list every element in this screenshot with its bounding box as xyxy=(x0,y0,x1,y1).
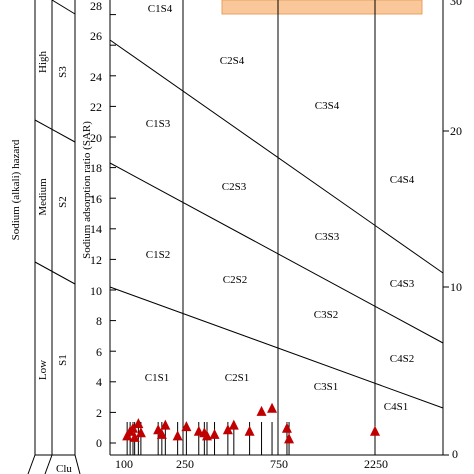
sample-point xyxy=(281,422,292,433)
y-tick-labels: 0 2 4 6 8 10 12 14 16 18 20 22 24 26 28 xyxy=(90,0,102,450)
sample-points xyxy=(122,402,380,444)
sample-point xyxy=(181,421,192,432)
y-axis-label: Sodium adsorption ratio (SAR) xyxy=(81,121,93,259)
sample-point xyxy=(370,425,380,436)
y-tick-label: 22 xyxy=(90,100,102,114)
sample-point xyxy=(172,430,183,441)
y-tick-label: 8 xyxy=(96,314,102,328)
zone-label-c1s4: C1S4 xyxy=(148,3,173,15)
zone-label-c3s2: C3S2 xyxy=(314,309,338,321)
hazard-level-medium: Medium xyxy=(37,178,49,216)
sample-point xyxy=(156,428,167,439)
sample-point xyxy=(160,419,171,430)
right-tick-label: 10 xyxy=(450,280,462,294)
zone-label-c3s1: C3S1 xyxy=(314,381,338,393)
y-tick-label: 4 xyxy=(96,375,102,389)
sar-line-s3-s4 xyxy=(109,39,444,274)
zone-label-c1s2: C1S2 xyxy=(146,249,170,261)
zone-label-c4s1: C4S1 xyxy=(384,401,408,413)
sample-point xyxy=(209,428,220,439)
x-tick-label: 250 xyxy=(176,457,194,471)
zone-label-c2s2: C2S2 xyxy=(223,274,247,286)
y-tick-label: 26 xyxy=(90,29,102,43)
zone-label-c1s3: C1S3 xyxy=(146,118,171,130)
y-tick-label: 0 xyxy=(96,436,102,450)
sample-point xyxy=(127,422,138,433)
zone-label-c1s1: C1S1 xyxy=(145,372,169,384)
hazard-class-s2: S2 xyxy=(57,196,69,208)
sample-point xyxy=(202,430,213,441)
zone-label-c2s3: C2S3 xyxy=(222,181,247,193)
sample-point xyxy=(284,433,295,444)
right-tick-labels: 0 10 20 30 xyxy=(450,0,462,461)
sample-point xyxy=(228,419,239,430)
y-tick-label: 28 xyxy=(90,0,102,13)
sample-point xyxy=(135,427,146,438)
sample-point xyxy=(129,431,140,442)
hazard-class-s1: S1 xyxy=(57,354,69,366)
zone-label-c2s1: C2S1 xyxy=(225,372,249,384)
sample-point xyxy=(193,425,204,436)
y-tick-label: 24 xyxy=(90,70,102,84)
sample-point xyxy=(267,402,278,413)
zone-label-c4s2: C4S2 xyxy=(390,353,414,365)
sample-point xyxy=(244,425,255,436)
hazard-boundary-top xyxy=(51,0,76,15)
zone-label-c4s4: C4S4 xyxy=(390,174,415,186)
sar-tick-marks xyxy=(110,14,116,444)
sample-point xyxy=(256,405,267,416)
x-tick-label: 750 xyxy=(270,457,288,471)
zone-label-c2s4: C2S4 xyxy=(220,55,245,67)
x-tick-labels: 100 250 750 2250 xyxy=(115,457,388,471)
sample-point xyxy=(133,418,144,429)
zone-labels: C1S4 C2S4 C1S3 C3S4 C2S3 C4S4 C3S3 C1S2 … xyxy=(145,3,415,413)
sample-point xyxy=(222,424,233,435)
right-tick-label: 0 xyxy=(452,447,458,461)
y-tick-label: 14 xyxy=(90,222,102,236)
sar-line-s1-s2 xyxy=(109,286,444,409)
left-axis-label: Sodium (alkali) hazard xyxy=(10,139,22,240)
hazard-class-s3: S3 xyxy=(57,66,69,78)
y-tick-label: 10 xyxy=(90,284,102,298)
sar-class-lines xyxy=(109,39,444,409)
y-tick-label: 6 xyxy=(96,345,102,359)
hazard-columns xyxy=(27,0,81,474)
hazard-level-high: High xyxy=(37,51,49,74)
hazard-boundary-s2-s3 xyxy=(34,119,76,143)
x-tick-label: 2250 xyxy=(364,457,388,471)
legend-box xyxy=(221,0,423,15)
right-tick-label: 30 xyxy=(450,0,462,8)
hazard-level-low: Low xyxy=(37,360,49,380)
zone-label-c4s3: C4S3 xyxy=(390,278,415,290)
hazard-boundary-s1-s2 xyxy=(34,261,76,285)
right-tick-label: 20 xyxy=(450,124,462,138)
right-tick-marks xyxy=(443,130,449,456)
zone-label-c3s3: C3S3 xyxy=(315,231,340,243)
y-tick-label: 16 xyxy=(90,192,102,206)
sar-line-s2-s3 xyxy=(109,162,444,344)
zone-label-c3s4: C3S4 xyxy=(315,100,340,112)
y-tick-label: 18 xyxy=(90,161,102,175)
y-tick-label: 2 xyxy=(96,406,102,420)
x-tick-label: 100 xyxy=(115,457,133,471)
y-tick-label: 12 xyxy=(90,253,102,267)
bottom-partial-label: Clu xyxy=(56,463,72,474)
y-tick-label: 20 xyxy=(90,131,102,145)
